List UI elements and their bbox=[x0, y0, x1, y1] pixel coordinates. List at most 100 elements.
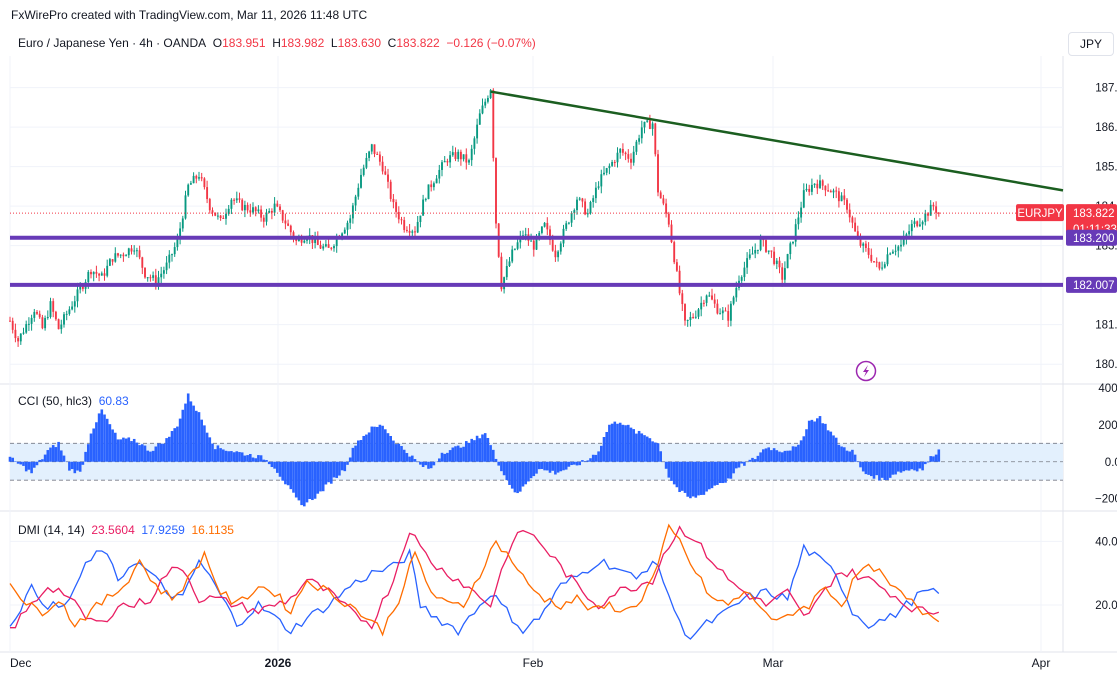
candle-body bbox=[889, 253, 892, 255]
candle-body bbox=[878, 262, 881, 269]
candle-body bbox=[449, 155, 452, 163]
open-value: 183.951 bbox=[222, 36, 266, 50]
candle-body bbox=[883, 264, 886, 268]
cci-bar bbox=[832, 435, 835, 462]
candle-body bbox=[894, 250, 897, 252]
candle-body bbox=[848, 209, 851, 218]
candle-body bbox=[225, 213, 227, 219]
candle-body bbox=[511, 249, 514, 262]
cci-bar bbox=[327, 461, 330, 483]
cci-name: CCI (50, hlc3) bbox=[18, 394, 93, 408]
cci-bar bbox=[618, 422, 622, 462]
cci-bar bbox=[76, 461, 79, 471]
candle-body bbox=[613, 161, 616, 163]
cci-bar bbox=[548, 461, 552, 473]
cci-bar bbox=[502, 461, 506, 476]
cci-bar bbox=[362, 435, 365, 462]
candle-body bbox=[573, 210, 576, 214]
cci-bar bbox=[411, 455, 414, 462]
candle-body bbox=[478, 113, 481, 125]
cci-bar bbox=[46, 450, 50, 462]
cci-bar bbox=[224, 450, 228, 462]
candle-body bbox=[576, 199, 578, 211]
cci-bar bbox=[672, 461, 676, 485]
candle-body bbox=[179, 228, 182, 240]
candle-body bbox=[17, 338, 20, 342]
candle-body bbox=[462, 154, 465, 160]
candle-body bbox=[918, 224, 921, 227]
cci-bar bbox=[43, 454, 47, 462]
cci-bar bbox=[481, 434, 484, 462]
candle-body bbox=[208, 199, 211, 211]
candle-body bbox=[200, 177, 203, 179]
cci-bar bbox=[780, 452, 784, 462]
cci-bar bbox=[22, 461, 25, 466]
cci-bar bbox=[168, 436, 171, 462]
candle-body bbox=[165, 262, 168, 271]
candle-body bbox=[554, 250, 557, 258]
candle-body bbox=[632, 151, 635, 163]
candle-body bbox=[341, 233, 344, 238]
candle-body bbox=[211, 210, 214, 213]
cci-bar bbox=[178, 418, 182, 462]
cci-bar bbox=[508, 461, 511, 485]
candle-body bbox=[781, 267, 784, 280]
cci-bar bbox=[251, 457, 255, 462]
dmi-pane[interactable] bbox=[9, 523, 940, 640]
candle-body bbox=[287, 223, 290, 226]
candle-body bbox=[627, 154, 630, 159]
candle-body bbox=[751, 253, 754, 255]
cci-bar bbox=[494, 458, 498, 462]
cci-bar bbox=[176, 426, 179, 462]
cci-bar bbox=[419, 461, 422, 465]
cci-bar bbox=[724, 461, 727, 483]
cci-pane[interactable] bbox=[8, 393, 1063, 507]
candle-body bbox=[864, 243, 867, 248]
cci-bar bbox=[289, 461, 293, 490]
price-pane[interactable] bbox=[9, 88, 1064, 382]
cci-bar bbox=[462, 446, 465, 462]
candle-body bbox=[289, 225, 292, 233]
cci-bar bbox=[629, 427, 633, 462]
cci-bar bbox=[205, 432, 209, 462]
cci-bar bbox=[238, 452, 241, 462]
candle-body bbox=[219, 215, 222, 218]
cci-bar bbox=[246, 455, 249, 462]
candle-body bbox=[133, 250, 136, 252]
candle-body bbox=[767, 250, 770, 252]
cci-bar bbox=[918, 461, 922, 469]
cci-bar bbox=[354, 445, 357, 462]
candle-body bbox=[908, 231, 911, 235]
cci-bar bbox=[154, 446, 158, 462]
candle-body bbox=[184, 195, 187, 219]
candle-body bbox=[692, 316, 695, 318]
candle-body bbox=[257, 209, 260, 212]
candle-body bbox=[216, 215, 219, 217]
cci-bar bbox=[907, 461, 911, 471]
cci-bar bbox=[62, 455, 66, 462]
candle-body bbox=[189, 183, 192, 185]
cci-bar bbox=[232, 452, 236, 462]
candle-body bbox=[438, 169, 441, 179]
candle-body bbox=[832, 190, 835, 193]
candle-body bbox=[476, 124, 479, 139]
candle-body bbox=[411, 231, 414, 233]
cci-bar bbox=[851, 449, 854, 462]
candle-body bbox=[543, 222, 546, 227]
candle-body bbox=[486, 97, 489, 102]
cci-bar bbox=[386, 433, 390, 462]
candle-body bbox=[937, 212, 940, 214]
cci-bar bbox=[691, 461, 695, 497]
candle-body bbox=[392, 198, 395, 203]
candle-body bbox=[913, 221, 916, 224]
candle-body bbox=[206, 187, 209, 200]
currency-button[interactable]: JPY bbox=[1068, 32, 1114, 56]
cci-bar bbox=[157, 443, 160, 462]
cci-bar bbox=[243, 455, 247, 462]
candle-body bbox=[600, 174, 603, 187]
cci-bar bbox=[297, 461, 301, 501]
candle-body bbox=[432, 183, 435, 188]
candle-body bbox=[384, 171, 387, 175]
candle-body bbox=[657, 154, 659, 193]
